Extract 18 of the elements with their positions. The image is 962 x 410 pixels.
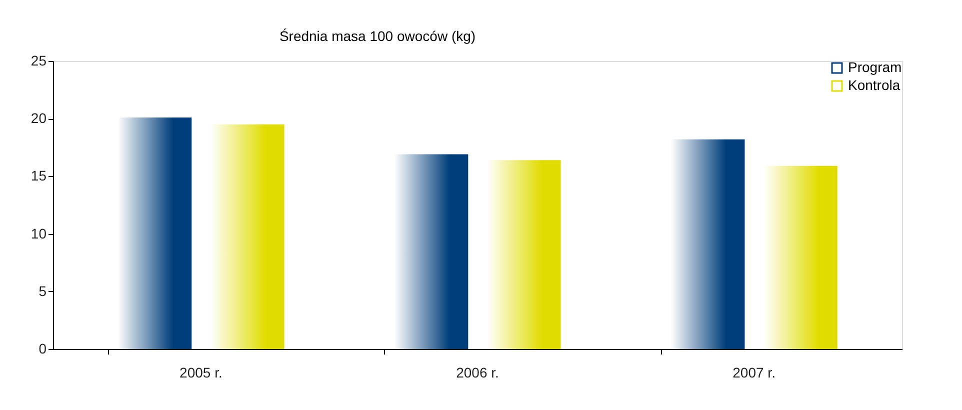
bar [763, 166, 838, 349]
bar [118, 117, 192, 349]
y-tick-label: 5 [38, 282, 47, 299]
y-tick-label: 25 [30, 52, 47, 68]
y-tick-label: 0 [38, 340, 47, 356]
x-tick-label: 2006 r. [456, 364, 499, 380]
bar [210, 124, 284, 349]
y-tick-label: 15 [30, 168, 47, 184]
y-tick-label: 20 [30, 110, 47, 126]
bar [486, 160, 561, 349]
x-tick-label: 2005 r. [180, 364, 222, 380]
legend-label: Program [848, 59, 902, 75]
legend-label: Kontrola [848, 77, 900, 93]
bar [670, 139, 745, 349]
bar [394, 154, 468, 349]
x-tick-label: 2007 r. [732, 364, 776, 380]
chart-title: Średnia masa 100 owoców (kg) [279, 28, 476, 44]
y-tick-label: 10 [30, 225, 47, 242]
